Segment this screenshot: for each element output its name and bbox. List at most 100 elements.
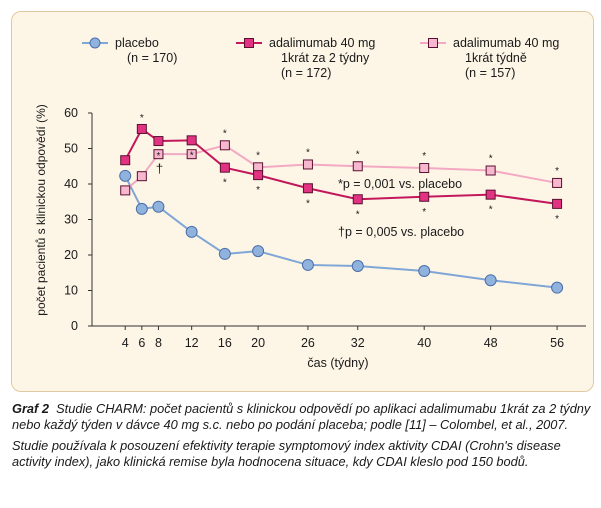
x-tick-label: 40 [417, 336, 431, 350]
series-0 [119, 169, 564, 294]
data-point [218, 247, 231, 260]
y-tick-label: 20 [64, 248, 78, 262]
x-tick-label: 6 [138, 336, 145, 350]
data-point [136, 123, 147, 134]
data-point [153, 149, 164, 160]
caption-text-2: Studie používala k posouzení efektivity … [12, 438, 561, 469]
legend-item-0: placebo(n = 170) [82, 36, 177, 65]
y-tick-label: 10 [64, 284, 78, 298]
legend-label: (n = 172) [281, 66, 331, 80]
significance-mark: * [422, 151, 426, 162]
caption-paragraph-2: Studie používala k posouzení efektivity … [12, 438, 594, 470]
significance-mark: * [156, 151, 160, 162]
data-point [302, 183, 313, 194]
data-point [186, 149, 197, 160]
legend-marker [89, 37, 101, 49]
significance-mark: * [256, 185, 260, 196]
x-tick-label: 48 [484, 336, 498, 350]
significance-mark: * [306, 147, 310, 158]
legend-label: (n = 170) [127, 51, 177, 65]
significance-mark: * [489, 205, 493, 216]
significance-mark: * [256, 150, 260, 161]
x-tick-label: 12 [185, 336, 199, 350]
chart-panel [11, 11, 594, 392]
annotation-p005: †p = 0,005 vs. placebo [338, 225, 464, 239]
x-tick-label: 16 [218, 336, 232, 350]
caption-paragraph-1: Graf 2 Studie CHARM: počet pacientů s kl… [12, 401, 594, 433]
y-tick-label: 50 [64, 142, 78, 156]
data-point [153, 136, 164, 147]
y-tick-label: 40 [64, 177, 78, 191]
axes: 0 10 20 30 40 50 60 4 6 8 12 16 20 26 32 40 48 56 [64, 106, 586, 350]
data-point [252, 245, 265, 258]
significance-mark: * [306, 198, 310, 209]
data-point [552, 177, 563, 188]
significance-mark: * [422, 207, 426, 218]
significance-mark: * [140, 113, 144, 124]
y-tick-label: 60 [64, 106, 78, 120]
series-2: †******** [120, 128, 563, 196]
x-tick-label: 20 [251, 336, 265, 350]
data-point [219, 162, 230, 173]
significance-mark: * [356, 209, 360, 220]
data-point [551, 281, 564, 294]
data-point [186, 135, 197, 146]
data-point [185, 225, 198, 238]
x-tick-label: 32 [351, 336, 365, 350]
data-point [419, 163, 430, 174]
figure-caption: Graf 2 Studie CHARM: počet pacientů s kl… [12, 401, 594, 475]
data-point [135, 202, 148, 215]
data-point [301, 258, 314, 271]
annotation-p001: *p = 0,001 vs. placebo [338, 177, 462, 191]
caption-text-1: Studie CHARM: počet pacientů s klinickou… [12, 401, 591, 432]
y-axis-title: počet pacientů s klinickou odpovědí (%) [34, 104, 48, 315]
series-layer: †****************** [119, 113, 564, 294]
legend-label: placebo [115, 36, 159, 50]
legend-label: (n = 157) [465, 66, 515, 80]
caption-label: Graf 2 [12, 401, 49, 416]
legend-label: 1krát týdně [465, 51, 527, 65]
x-tick-label: 26 [301, 336, 315, 350]
legend-label: 1krát za 2 týdny [281, 51, 370, 65]
data-point [485, 165, 496, 176]
data-point [302, 159, 313, 170]
y-tick-label: 30 [64, 213, 78, 227]
data-point [351, 260, 364, 273]
significance-mark: * [489, 154, 493, 165]
data-point [419, 191, 430, 202]
data-point [219, 140, 230, 151]
x-tick-label: 4 [122, 336, 129, 350]
significance-mark: * [555, 214, 559, 225]
significance-mark: * [190, 150, 194, 161]
significance-mark: * [356, 149, 360, 160]
significance-mark: * [223, 178, 227, 189]
data-point [119, 169, 132, 182]
x-axis-title: čas (týdny) [307, 356, 368, 370]
legend-label: adalimumab 40 mg [269, 36, 375, 50]
significance-mark: * [223, 128, 227, 139]
series-1: * * * * * * * * * * [120, 113, 563, 225]
data-point [485, 189, 496, 200]
legend-label: adalimumab 40 mg [453, 36, 559, 50]
significance-mark: † [156, 161, 163, 176]
data-point [552, 198, 563, 209]
data-point [136, 171, 147, 182]
y-tick-label: 0 [71, 319, 78, 333]
data-point [352, 161, 363, 172]
legend-marker [428, 38, 438, 48]
data-point [253, 170, 264, 181]
x-tick-label: 56 [550, 336, 564, 350]
data-point [484, 274, 497, 287]
data-point [352, 194, 363, 205]
data-point [120, 185, 131, 196]
data-point [152, 200, 165, 213]
legend-marker [244, 38, 254, 48]
x-tick-label: 8 [155, 336, 162, 350]
data-point [418, 264, 431, 277]
significance-mark: * [555, 166, 559, 177]
data-point [120, 155, 131, 166]
